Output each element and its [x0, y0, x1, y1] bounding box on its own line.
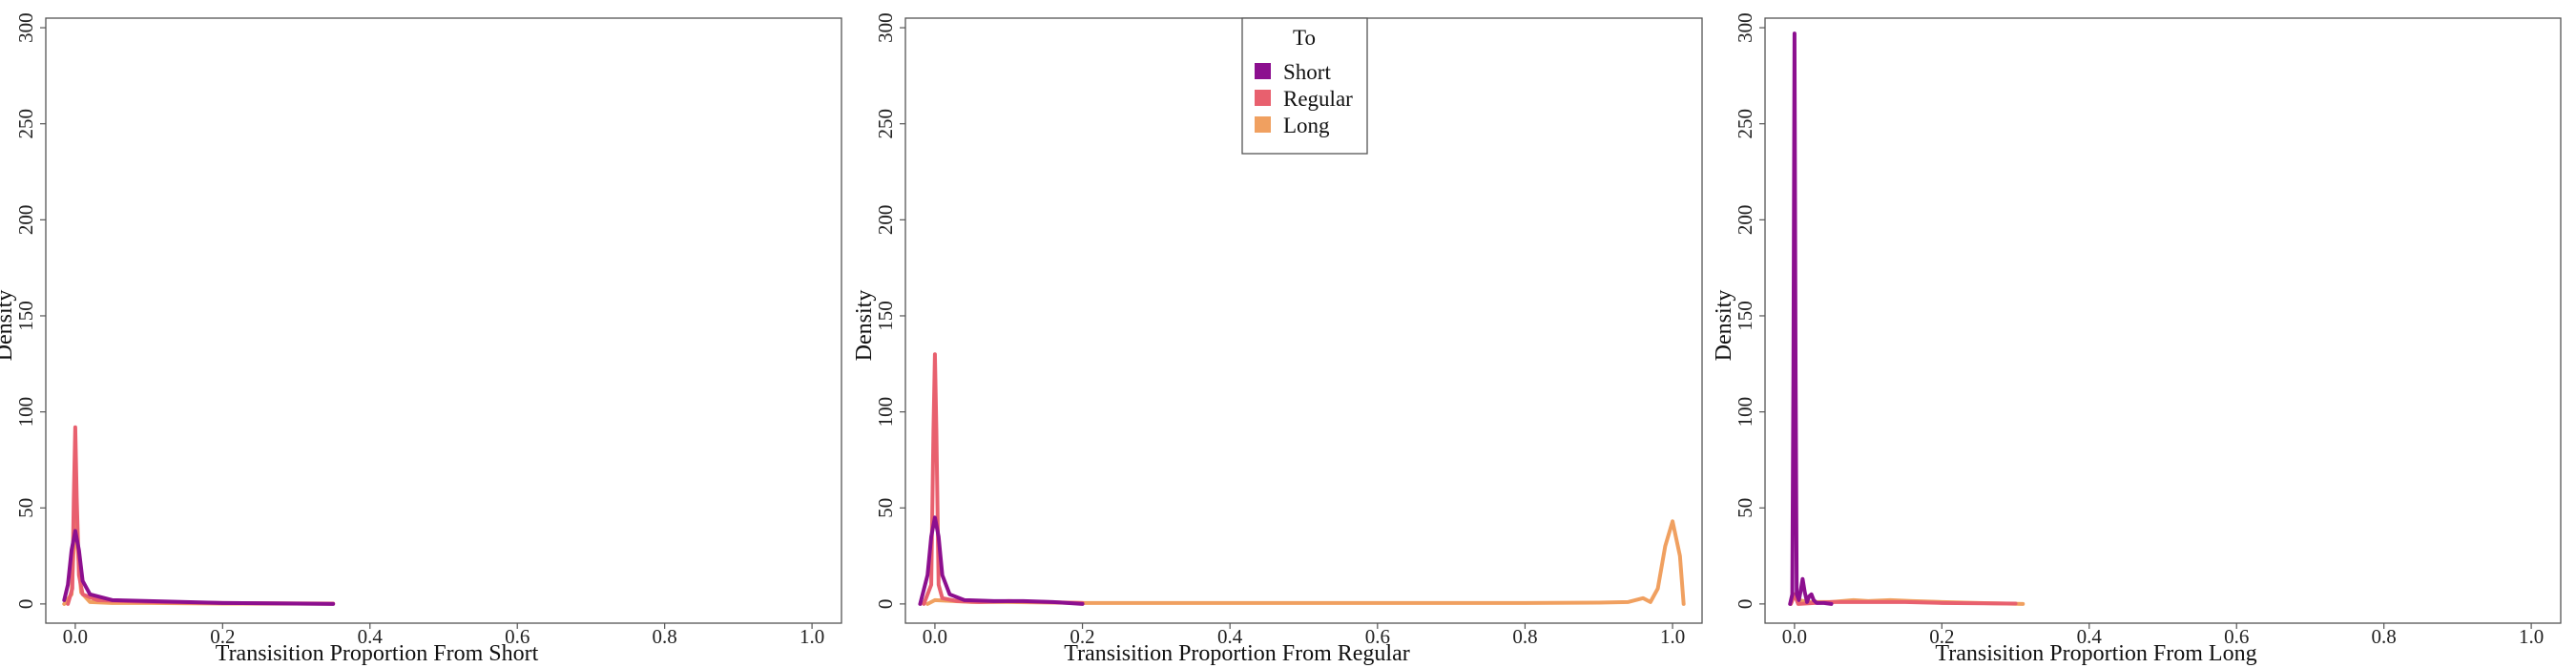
legend-label-regular: Regular — [1283, 87, 1353, 111]
plot-frame — [45, 17, 842, 624]
legend-swatch-short — [1255, 63, 1271, 79]
x-tick-label: 0.6 — [505, 625, 530, 648]
y-axis-title: Density — [852, 290, 877, 362]
y-tick-label: 250 — [1734, 109, 1756, 139]
x-tick-label: 1.0 — [2519, 625, 2544, 648]
x-tick-label: 0.2 — [1929, 625, 1954, 648]
y-axis-title: Density — [0, 290, 17, 362]
y-tick-label: 50 — [14, 498, 37, 518]
legend-title: To — [1293, 26, 1316, 50]
x-tick-label: 1.0 — [800, 625, 824, 648]
y-tick-label: 50 — [1734, 498, 1756, 518]
x-axis-title: Transisition Proportion From Short — [216, 641, 539, 666]
legend-label-short: Short — [1283, 60, 1331, 84]
y-axis-title: Density — [1712, 290, 1736, 362]
y-tick-label: 200 — [14, 205, 37, 236]
density-line-regular — [66, 425, 336, 606]
density-line-long — [62, 510, 336, 606]
density-line-short — [62, 529, 336, 606]
density-line-short — [918, 515, 1085, 606]
x-tick-label: 0.4 — [2077, 625, 2103, 648]
y-tick-label: 300 — [1734, 12, 1756, 43]
legend-swatch-regular — [1255, 90, 1271, 106]
x-tick-label: 0.0 — [1782, 625, 1807, 648]
y-tick-label: 250 — [14, 109, 37, 139]
x-tick-label: 0.0 — [63, 625, 88, 648]
x-tick-label: 1.0 — [1660, 625, 1685, 648]
x-tick-label: 0.8 — [653, 625, 677, 648]
x-tick-label: 0.8 — [2372, 625, 2397, 648]
y-tick-label: 200 — [874, 205, 897, 236]
y-tick-label: 50 — [874, 498, 897, 518]
x-tick-label: 0.8 — [1512, 625, 1537, 648]
plot-frame — [1764, 17, 2562, 624]
y-tick-label: 0 — [14, 599, 37, 610]
y-tick-label: 200 — [1734, 205, 1756, 236]
y-tick-label: 0 — [1734, 599, 1756, 610]
y-tick-label: 100 — [14, 397, 37, 428]
legend-swatch-long — [1255, 116, 1271, 133]
legend-label-long: Long — [1283, 114, 1330, 137]
y-tick-label: 100 — [1734, 397, 1756, 428]
y-tick-label: 250 — [874, 109, 897, 139]
x-tick-label: 0.6 — [2224, 625, 2249, 648]
panel-1: 0 50 100 150 200 250 300 0.0 0.2 0.4 0.6 0.8 1.0 Tran… — [0, 12, 842, 666]
x-tick-label: 0.0 — [923, 625, 947, 648]
x-tick-label: 0.4 — [1217, 625, 1243, 648]
density-line-long — [925, 519, 1686, 606]
y-tick-label: 0 — [874, 599, 897, 610]
x-axis-title: Transisition Proportion From Regular — [1064, 641, 1409, 666]
y-tick-label: 150 — [874, 301, 897, 331]
legend: To Short Regular Long — [1241, 17, 1368, 155]
y-tick-label: 150 — [1734, 301, 1756, 331]
x-axis-title: Transisition Proportion From Long — [1935, 641, 2256, 666]
x-tick-label: 0.2 — [1070, 625, 1094, 648]
y-tick-label: 100 — [874, 397, 897, 428]
x-tick-label: 0.2 — [210, 625, 235, 648]
y-tick-label: 300 — [14, 12, 37, 43]
x-tick-label: 0.4 — [358, 625, 384, 648]
density-line-short — [1788, 31, 1834, 606]
y-tick-label: 150 — [14, 301, 37, 331]
y-tick-label: 300 — [874, 12, 897, 43]
panel-3: 0 50 100 150 200 250 300 0.0 0.2 0.4 0.6 0.8 1.0 Tran… — [1712, 12, 2562, 666]
density-line-regular — [922, 352, 1085, 606]
x-tick-label: 0.6 — [1365, 625, 1390, 648]
